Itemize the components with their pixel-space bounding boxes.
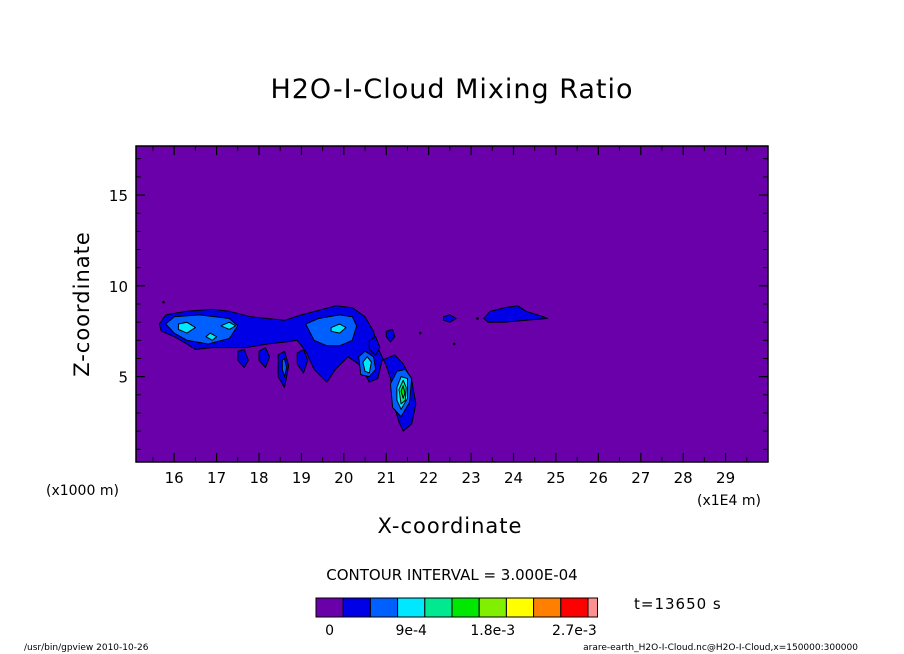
footer-command: /usr/bin/gpview 2010-10-26 bbox=[24, 643, 149, 653]
x-tick-label: 28 bbox=[674, 469, 693, 487]
contour-speck bbox=[162, 300, 165, 304]
colorbar-cell bbox=[315, 597, 344, 618]
colorbar-cell bbox=[397, 597, 426, 618]
x-tick-label: 25 bbox=[546, 469, 565, 487]
colorbar-cell bbox=[533, 597, 562, 618]
colorbar-cell bbox=[451, 597, 480, 618]
y-tick-label: 5 bbox=[118, 369, 128, 387]
contour-region-level-3 bbox=[205, 332, 218, 341]
x-tick-label: 26 bbox=[589, 469, 608, 487]
chart-title: H2O-I-Cloud Mixing Ratio bbox=[270, 74, 634, 105]
x-tick-label: 23 bbox=[462, 469, 481, 487]
contour-region-level-2 bbox=[165, 314, 239, 345]
x-tick-label: 19 bbox=[292, 469, 311, 487]
y-tick-label: 15 bbox=[109, 187, 128, 205]
colorbar-cell bbox=[342, 597, 371, 618]
colorbar-cell bbox=[505, 597, 535, 618]
x-tick-label: 17 bbox=[207, 469, 226, 487]
x-tick-label: 22 bbox=[419, 469, 438, 487]
x-tick-label: 27 bbox=[631, 469, 650, 487]
x-tick-label: 18 bbox=[249, 469, 268, 487]
x-tick-label: 29 bbox=[716, 469, 735, 487]
y-tick-label: 10 bbox=[109, 278, 128, 296]
colorbar-cell bbox=[587, 597, 599, 618]
colorbar-tick-label: 0 bbox=[325, 623, 334, 639]
colorbar-cell bbox=[560, 597, 589, 618]
x-tick-label: 21 bbox=[377, 469, 396, 487]
contour-region-level-1 bbox=[385, 328, 396, 343]
colorbar-cell bbox=[478, 597, 507, 618]
contour-region-level-3 bbox=[330, 323, 347, 334]
colorbar-cell bbox=[369, 597, 399, 618]
plot-background bbox=[136, 146, 768, 462]
colorbar-tick-label: 1.8e-3 bbox=[470, 623, 515, 639]
x-unit-right: (x1E4 m) bbox=[697, 493, 761, 509]
contour-region-level-3 bbox=[220, 321, 237, 330]
contour-speck bbox=[452, 342, 456, 346]
contour-region-level-1 bbox=[296, 348, 309, 374]
x-tick-label: 16 bbox=[165, 469, 184, 487]
contour-regions bbox=[158, 300, 548, 432]
contour-region-level-3 bbox=[362, 356, 372, 374]
colorbar-cell bbox=[424, 597, 453, 618]
contour-speck bbox=[418, 331, 422, 335]
contour-region-level-1 bbox=[258, 347, 271, 369]
y-axis-label: Z-coordinate bbox=[70, 231, 94, 377]
contour-region-level-5 bbox=[400, 385, 406, 399]
x-axis-label: X-coordinate bbox=[377, 514, 523, 538]
contour-region-level-1 bbox=[368, 336, 381, 356]
contour-region-level-3 bbox=[177, 321, 196, 334]
x-unit-left: (x1000 m) bbox=[46, 483, 119, 499]
time-label: t=13650 s bbox=[634, 595, 722, 613]
contour-region-level-1 bbox=[237, 348, 249, 369]
contour-speck bbox=[476, 317, 479, 320]
contour-region-level-1 bbox=[483, 305, 548, 323]
footer-source: arare-earth_H2O-I-Cloud.nc@H2O-I-Cloud,x… bbox=[583, 643, 858, 653]
contour-region-level-1 bbox=[443, 314, 457, 323]
colorbar-tick-label: 9e-4 bbox=[395, 623, 427, 639]
contour-interval-label: CONTOUR INTERVAL = 3.000E-04 bbox=[326, 566, 578, 584]
x-tick-label: 24 bbox=[504, 469, 523, 487]
x-tick-label: 20 bbox=[334, 469, 353, 487]
contour-region-level-2 bbox=[281, 358, 288, 378]
colorbar-tick-label: 2.7e-3 bbox=[552, 623, 597, 639]
